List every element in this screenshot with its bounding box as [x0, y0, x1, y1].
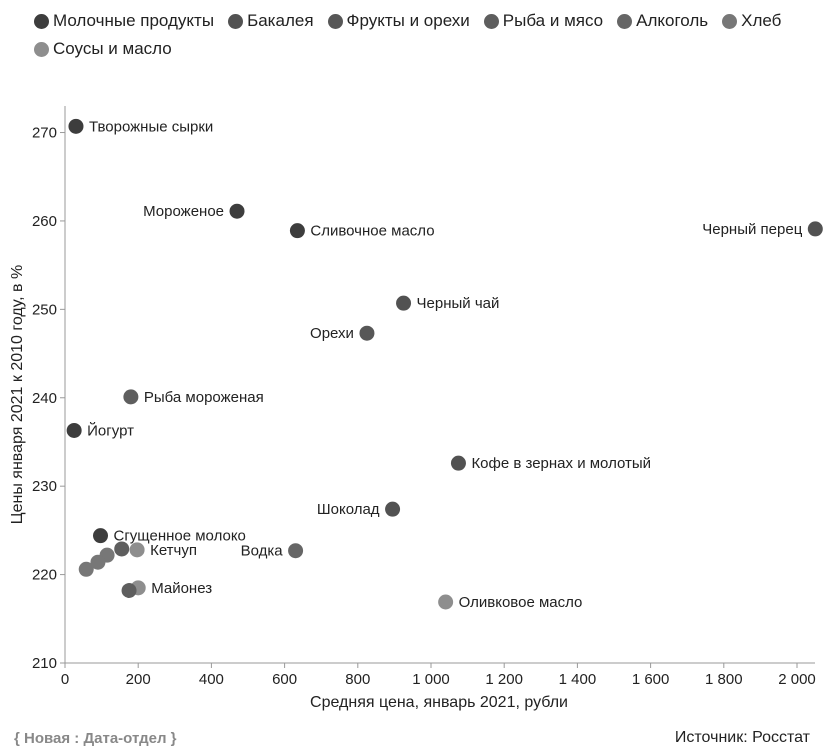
x-tick-label: 1 800: [705, 671, 743, 688]
legend-dot-icon: [34, 41, 49, 57]
data-point-label: Мороженое: [143, 203, 224, 220]
y-tick-label: 260: [32, 213, 57, 230]
data-point: [129, 542, 145, 558]
data-point-label: Черный перец: [702, 221, 802, 238]
y-tick-label: 230: [32, 478, 57, 495]
legend-item: Соусы и масло: [34, 38, 172, 60]
data-point: [93, 528, 109, 544]
legend-label: Хлеб: [741, 11, 782, 30]
data-point: [229, 203, 245, 219]
data-point-label: Сгущенное молоко: [114, 528, 246, 545]
y-tick-label: 240: [32, 390, 57, 407]
legend-label: Фрукты и орехи: [346, 11, 470, 30]
x-tick-label: 200: [126, 671, 151, 688]
source-label: Источник: Росстат: [674, 729, 810, 746]
data-point: [450, 455, 466, 471]
x-axis-title: Средняя цена, январь 2021, рубли: [310, 694, 568, 711]
data-point: [78, 561, 94, 577]
data-point-label: Рыба мороженая: [144, 389, 264, 406]
brand-label: { Новая : Дата-отдел }: [14, 730, 177, 747]
legend-label: Рыба и мясо: [502, 11, 604, 30]
x-tick-label: 400: [199, 671, 224, 688]
data-point-label: Оливковое масло: [459, 594, 583, 611]
legend-item: Молочные продукты: [34, 10, 214, 32]
y-axis-title: Цены января 2021 к 2010 году, в %: [9, 265, 26, 524]
x-tick-label: 1 000: [412, 671, 450, 688]
x-tick-label: 0: [61, 671, 69, 688]
data-point: [396, 295, 412, 311]
data-point: [68, 118, 84, 134]
data-point: [288, 543, 304, 559]
legend-dot-icon: [228, 13, 244, 29]
data-point-label: Водка: [241, 543, 284, 560]
y-tick-label: 210: [32, 655, 57, 672]
legend: Молочные продукты Бакалея Фрукты и орехи Ры…: [34, 10, 824, 60]
legend-item: Алкоголь: [617, 10, 708, 32]
data-point-label: Йогурт: [87, 421, 134, 439]
y-tick-label: 250: [32, 301, 57, 318]
legend-item: Бакалея: [228, 10, 314, 32]
data-point: [385, 501, 401, 517]
x-tick-label: 1 400: [559, 671, 597, 688]
data-point-label: Творожные сырки: [89, 118, 213, 135]
x-tick-label: 800: [345, 671, 370, 688]
data-point-label: Орехи: [310, 325, 354, 342]
legend-dot-icon: [327, 13, 343, 29]
data-point-label: Кофе в зернах и молотый: [471, 455, 651, 472]
legend-dot-icon: [617, 13, 633, 29]
legend-item: Фрукты и орехи: [327, 10, 470, 32]
legend-dot-icon: [722, 13, 738, 29]
data-point: [66, 422, 82, 438]
legend-item: Хлеб: [722, 10, 781, 32]
x-tick-label: 1 600: [632, 671, 670, 688]
data-point-label: Шоколад: [317, 501, 380, 518]
legend-label: Бакалея: [247, 11, 314, 30]
data-point: [807, 221, 823, 237]
x-tick-label: 1 200: [485, 671, 523, 688]
data-point: [123, 389, 139, 405]
data-point-label: Майонез: [151, 580, 212, 597]
data-point: [359, 325, 375, 341]
y-tick-label: 220: [32, 567, 57, 584]
x-tick-label: 600: [272, 671, 297, 688]
legend-dot-icon: [483, 13, 499, 29]
legend-item: Рыба и мясо: [483, 10, 604, 32]
legend-dot-icon: [34, 13, 49, 29]
data-point-label: Кетчуп: [150, 542, 197, 559]
legend-label: Соусы и масло: [53, 39, 172, 58]
data-point: [121, 583, 137, 599]
data-point: [114, 541, 130, 557]
data-point: [438, 594, 454, 610]
legend-label: Молочные продукты: [53, 11, 215, 30]
y-tick-label: 270: [32, 125, 57, 142]
data-point-label: Сливочное масло: [310, 223, 434, 240]
data-point: [289, 223, 305, 239]
data-point: [90, 554, 106, 570]
legend-label: Алкоголь: [636, 11, 709, 30]
data-point-label: Черный чай: [417, 295, 500, 312]
x-tick-label: 2 000: [778, 671, 816, 688]
